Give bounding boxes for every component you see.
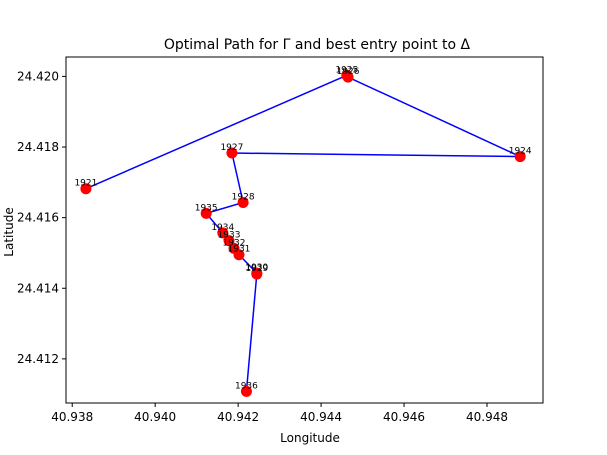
path-marker	[251, 268, 263, 280]
point-label: 1936	[235, 381, 258, 391]
chart-title: Optimal Path for Γ and best entry point …	[164, 37, 471, 53]
path-marker	[237, 196, 249, 208]
x-tick-label: 40.946	[383, 410, 425, 424]
x-tick-label: 40.948	[466, 410, 508, 424]
point-label: 1931	[228, 245, 251, 255]
y-tick-label: 24.412	[17, 352, 59, 366]
plot-area	[65, 56, 544, 404]
path-marker	[200, 207, 212, 219]
point-label: 1928	[232, 192, 255, 202]
point-label: 1932	[223, 238, 246, 248]
x-tick-label: 40.938	[51, 410, 93, 424]
y-tick-label: 24.420	[17, 69, 59, 83]
point-label: 1933	[218, 231, 241, 241]
point-label: 1925	[335, 65, 358, 75]
point-label: 1929	[245, 264, 268, 274]
path-markers	[80, 69, 526, 397]
y-tick-label: 24.418	[17, 140, 59, 154]
path-marker	[233, 249, 245, 261]
x-axis-label: Longitude	[280, 431, 340, 445]
point-label: 1930	[245, 263, 268, 273]
path-marker	[240, 385, 252, 397]
path-marker	[226, 147, 238, 159]
point-label: 1924	[509, 147, 532, 157]
y-axis-ticks: 24.412 24.414 24.416 24.418 24.420	[17, 69, 66, 366]
y-tick-label: 24.416	[17, 211, 59, 225]
path-line	[85, 74, 521, 392]
point-label: 1934	[211, 223, 234, 233]
path-marker	[80, 183, 92, 195]
point-label: 1921	[74, 179, 97, 189]
path-marker	[217, 227, 229, 239]
y-tick-label: 24.414	[17, 281, 59, 295]
point-label: 1927	[220, 143, 243, 153]
x-axis-ticks: 40.938 40.940 40.942 40.944 40.946 40.948	[51, 403, 508, 424]
y-axis-label: Latitude	[2, 207, 16, 256]
path-marker	[342, 71, 354, 83]
point-label: 1926	[337, 67, 360, 77]
path-marker	[514, 151, 526, 163]
x-tick-label: 40.942	[217, 410, 259, 424]
x-tick-label: 40.940	[134, 410, 176, 424]
point-label: 1935	[195, 203, 218, 213]
x-tick-label: 40.944	[300, 410, 342, 424]
